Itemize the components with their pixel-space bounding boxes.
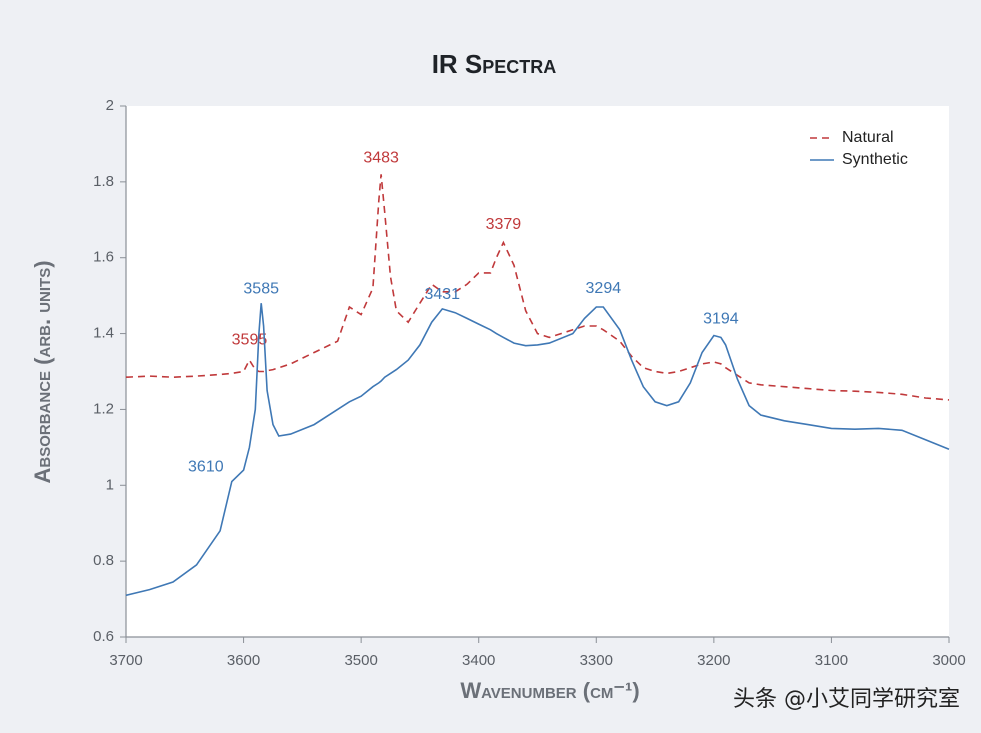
legend-label: Synthetic [842, 151, 908, 168]
x-tick-label: 3600 [227, 652, 260, 669]
y-tick-label: 1.8 [93, 173, 114, 190]
x-tick-label: 3000 [932, 652, 965, 669]
peak-label: 3194 [703, 311, 739, 328]
y-tick-label: 1 [106, 476, 114, 493]
x-tick-label: 3500 [344, 652, 377, 669]
y-tick-label: 1.2 [93, 400, 114, 417]
series-line [125, 303, 950, 597]
x-tick-label: 3100 [815, 652, 848, 669]
y-axis-label: Absorbance (arb. units) [30, 260, 55, 483]
y-tick-label: 2 [106, 97, 114, 114]
peak-label: 3585 [243, 280, 279, 297]
y-tick-label: 0.6 [93, 628, 114, 645]
watermark: 头条 @小艾同学研究室 [733, 687, 960, 712]
legend-label: Natural [842, 129, 894, 146]
y-tick-label: 1.6 [93, 249, 114, 266]
peak-label: 3483 [363, 149, 399, 166]
peak-label: 3431 [424, 286, 460, 303]
x-tick-label: 3700 [109, 652, 142, 669]
x-tick-label: 3400 [462, 652, 495, 669]
chart-title: IR Spectra [432, 49, 557, 79]
x-tick-label: 3300 [580, 652, 613, 669]
y-tick-label: 1.4 [93, 325, 114, 342]
peak-label: 3610 [188, 459, 224, 476]
x-tick-label: 3200 [697, 652, 730, 669]
peak-label: 3294 [586, 280, 622, 297]
peak-label: 3595 [232, 331, 268, 348]
y-tick-label: 0.8 [93, 552, 114, 569]
peak-label: 3379 [486, 216, 522, 233]
x-axis-label: Wavenumber (cm⁻¹) [460, 678, 639, 703]
series-line [125, 174, 950, 401]
plot-area [126, 106, 949, 637]
